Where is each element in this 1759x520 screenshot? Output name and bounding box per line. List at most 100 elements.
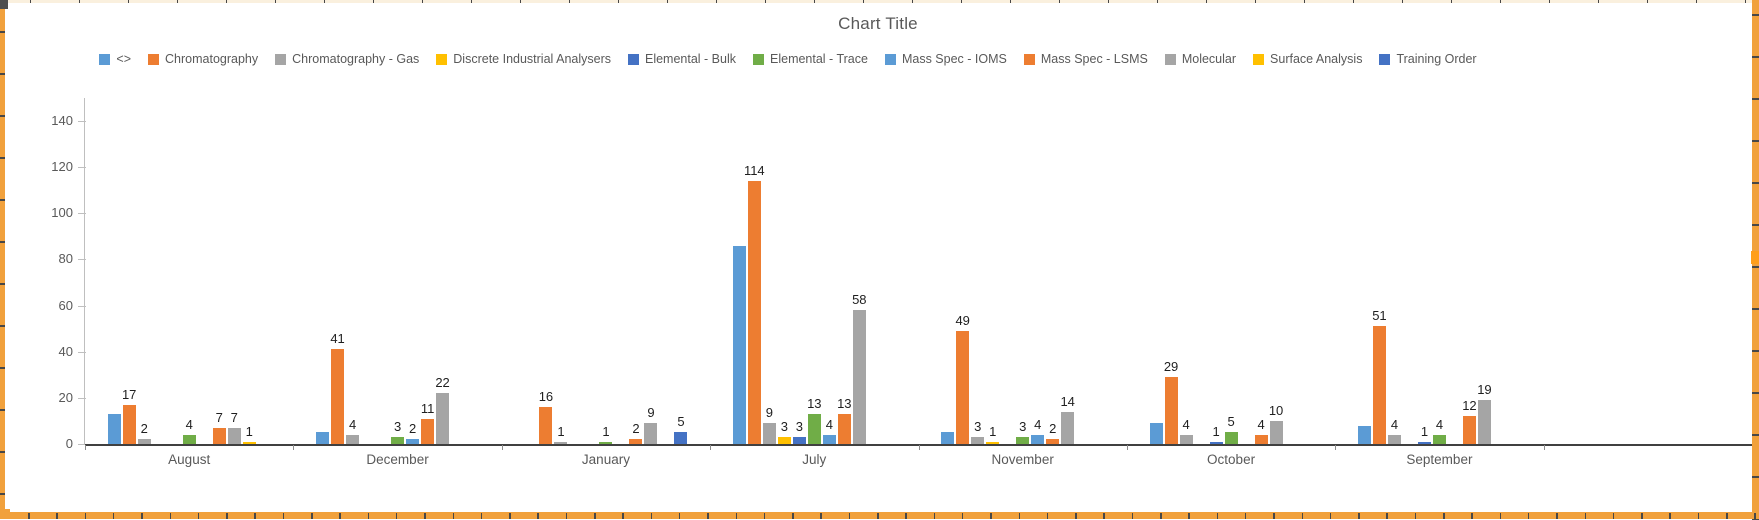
bar-elemental-trace-november[interactable] (1016, 437, 1030, 444)
bar-mass-spec-lsms-november[interactable] (1046, 439, 1060, 444)
legend-item[interactable]: Elemental - Bulk (627, 52, 736, 66)
sheet-gridline-tick (452, 513, 454, 519)
selection-handle[interactable] (1751, 251, 1759, 264)
bar-chromatography-august[interactable] (122, 405, 136, 444)
bar-chromatography-gas-august[interactable] (137, 439, 151, 444)
excel-chart-object[interactable]: Chart Title <> Chromatography Chromatograp… (5, 3, 1753, 511)
sheet-gridline-tick (395, 513, 398, 519)
bar---december[interactable] (316, 432, 330, 444)
sheet-gridline-tick (226, 513, 228, 519)
x-axis-category-label: November (991, 452, 1054, 467)
legend-item[interactable]: Discrete Industrial Analysers (436, 52, 611, 66)
legend-item[interactable]: Surface Analysis (1253, 52, 1362, 66)
bar-chromatography-october[interactable] (1164, 377, 1178, 444)
bar-chromatography-gas-september[interactable] (1387, 435, 1401, 444)
sheet-gridline-tick (1669, 513, 1671, 519)
sheet-gridline-tick (622, 513, 624, 519)
x-axis-category-label: July (802, 452, 827, 467)
bar-elemental-trace-september[interactable] (1432, 435, 1446, 444)
sheet-gridline-tick (667, 0, 668, 3)
bar-data-label: 5 (1227, 414, 1235, 429)
bar-mass-spec-lsms-october[interactable] (1254, 435, 1268, 444)
x-axis-tick (710, 445, 712, 450)
bar-chromatography-november[interactable] (956, 331, 970, 444)
bar-mass-spec-ioms-november[interactable] (1031, 435, 1045, 444)
bar-mass-spec-lsms-september[interactable] (1462, 416, 1476, 444)
bar-data-label: 1 (1420, 424, 1429, 439)
legend-item[interactable]: Molecular (1164, 52, 1236, 66)
bar-discrete-industrial-analysers-november[interactable] (986, 442, 1000, 444)
sheet-gridline-tick (863, 0, 864, 3)
bar---october[interactable] (1149, 423, 1163, 444)
sheet-gridline-tick (0, 199, 5, 201)
bar-chromatography-gas-july[interactable] (762, 423, 776, 444)
sheet-gridline-tick (1075, 513, 1077, 519)
bar-data-label: 22 (435, 375, 450, 390)
bar-mass-spec-lsms-july[interactable] (837, 414, 851, 444)
bar-elemental-trace-august[interactable] (182, 435, 196, 444)
legend-item[interactable]: <> (99, 52, 131, 66)
bar---september[interactable] (1357, 426, 1371, 444)
bar-molecular-october[interactable] (1269, 421, 1283, 444)
bar-molecular-september[interactable] (1477, 400, 1491, 444)
bar-data-label: 3 (974, 419, 982, 434)
bar-data-label: 3 (1019, 419, 1027, 434)
bar-elemental-trace-december[interactable] (391, 437, 405, 444)
bar-elemental-trace-july[interactable] (807, 414, 821, 444)
bar-molecular-november[interactable] (1061, 412, 1075, 444)
legend-item[interactable]: Training Order (1379, 52, 1477, 66)
bar-chromatography-july[interactable] (747, 181, 761, 444)
legend-item[interactable]: Elemental - Trace (753, 52, 868, 66)
sheet-gridline-tick (1752, 14, 1759, 16)
bar-elemental-bulk-october[interactable] (1209, 442, 1223, 444)
bar---november[interactable] (941, 432, 955, 444)
bar-elemental-trace-october[interactable] (1224, 432, 1238, 444)
legend-item[interactable]: Mass Spec - IOMS (884, 52, 1007, 66)
sheet-gridline-tick (1255, 0, 1256, 3)
bar-molecular-july[interactable] (852, 310, 866, 444)
y-axis-tick-label: 80 (58, 251, 73, 267)
bar-chromatography-gas-january[interactable] (554, 442, 568, 444)
sheet-gridline-tick (1641, 513, 1643, 519)
bar-chromatography-january[interactable] (539, 407, 553, 444)
bar-mass-spec-ioms-december[interactable] (406, 439, 420, 444)
bar-elemental-trace-january[interactable] (599, 442, 613, 444)
bar-training-order-january[interactable] (674, 432, 688, 444)
bar-data-label: 51 (1372, 308, 1387, 323)
sheet-gridline-tick (1549, 0, 1550, 3)
bar-discrete-industrial-analysers-july[interactable] (777, 437, 791, 444)
bar-data-label: 4 (825, 417, 833, 432)
legend-item[interactable]: Chromatography (148, 52, 258, 66)
bar-chromatography-gas-december[interactable] (346, 435, 360, 444)
sheet-gridline-tick (1647, 0, 1648, 3)
bar-data-label: 9 (765, 405, 773, 420)
bar-mass-spec-lsms-august[interactable] (212, 428, 226, 444)
legend-item[interactable]: Mass Spec - LSMS (1023, 52, 1148, 66)
sheet-gridline-tick (1402, 0, 1403, 3)
bar-molecular-august[interactable] (227, 428, 241, 444)
bar-mass-spec-ioms-july[interactable] (822, 435, 836, 444)
bar-elemental-bulk-september[interactable] (1417, 442, 1431, 444)
sheet-gridline-tick (1451, 0, 1452, 3)
x-axis-category-label: September (1406, 452, 1473, 467)
bar-chromatography-gas-november[interactable] (971, 437, 985, 444)
bar-data-label: 2 (408, 421, 417, 436)
sheet-gridline-tick (141, 513, 143, 519)
bar-mass-spec-lsms-december[interactable] (421, 419, 435, 444)
sheet-gridline-tick (275, 0, 276, 3)
y-axis-tick-label: 40 (58, 343, 73, 359)
sheet-gridline-tick (1752, 350, 1759, 352)
bar-mass-spec-lsms-january[interactable] (629, 439, 643, 444)
bar---august[interactable] (107, 414, 121, 444)
bar---july[interactable] (732, 246, 746, 444)
bar-molecular-january[interactable] (644, 423, 658, 444)
sheet-gridline-tick (765, 0, 766, 3)
bar-surface-analysis-august[interactable] (242, 442, 256, 444)
bar-molecular-december[interactable] (436, 393, 450, 444)
bar-elemental-bulk-july[interactable] (792, 437, 806, 444)
legend-item[interactable]: Chromatography - Gas (275, 52, 419, 66)
bar-chromatography-gas-october[interactable] (1179, 435, 1193, 444)
bar-chromatography-september[interactable] (1372, 326, 1386, 444)
sheet-gridline-tick (56, 513, 58, 519)
bar-chromatography-december[interactable] (331, 349, 345, 444)
